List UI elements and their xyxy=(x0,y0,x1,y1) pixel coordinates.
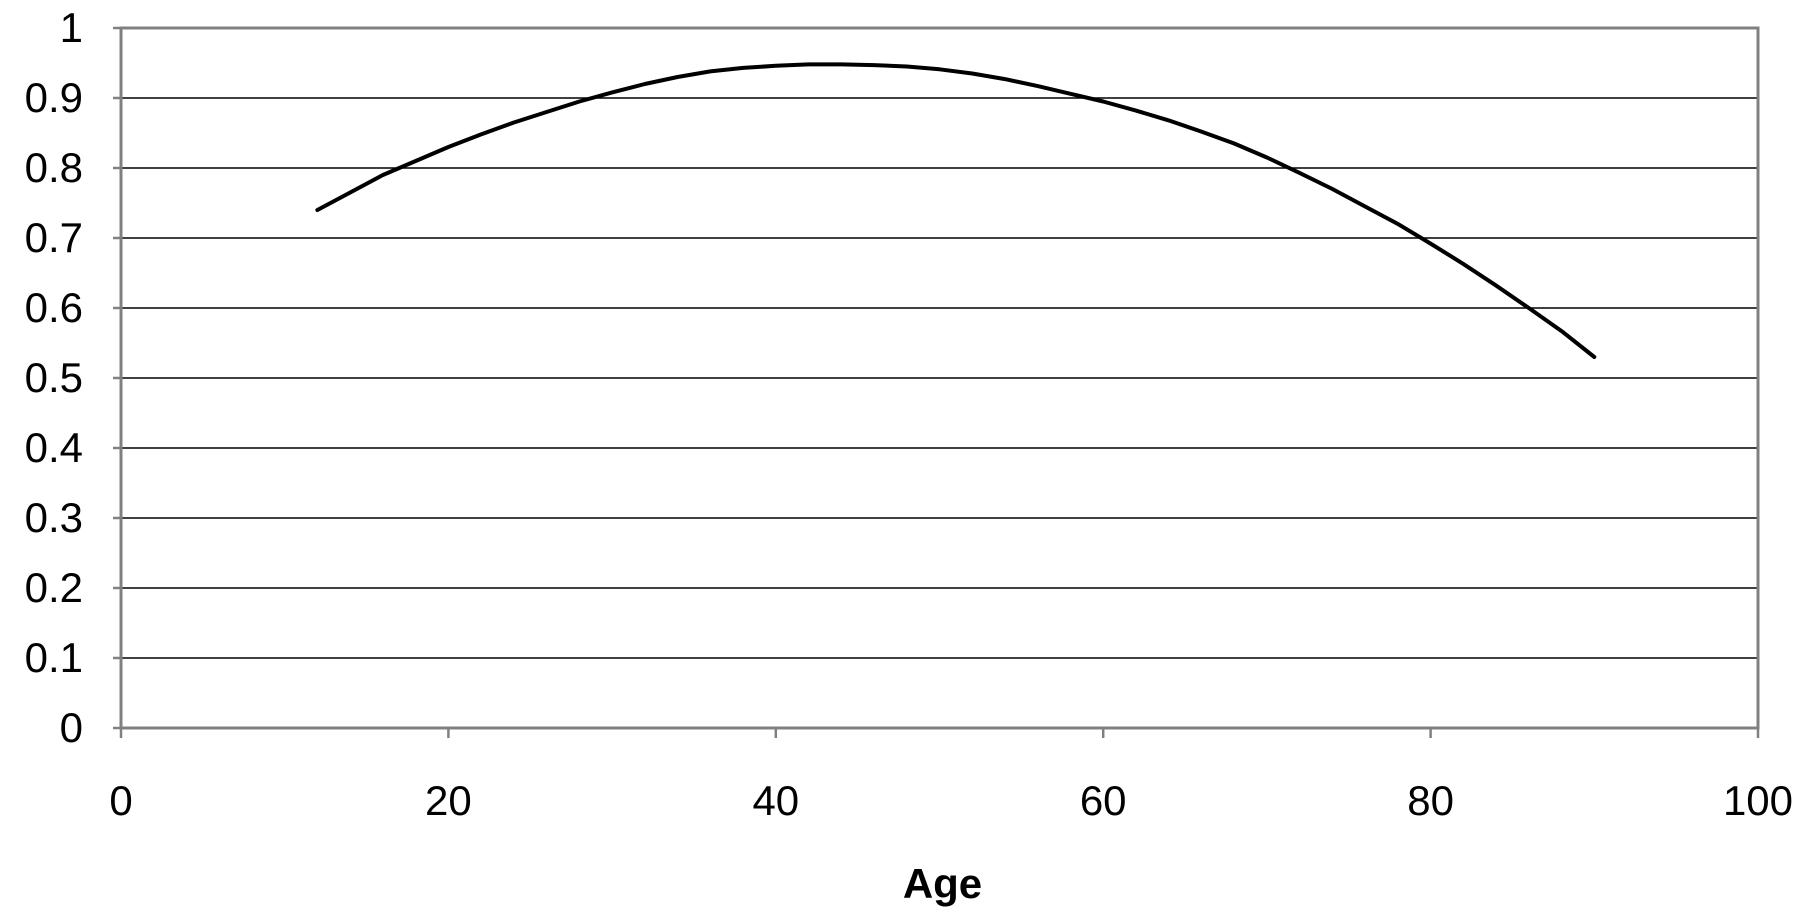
x-tick-label: 40 xyxy=(752,777,799,824)
x-tick-label: 60 xyxy=(1080,777,1127,824)
y-tick-label: 0.2 xyxy=(25,564,83,611)
y-tick-label: 1 xyxy=(60,4,83,51)
y-tick-label: 0.5 xyxy=(25,354,83,401)
y-tick-label: 0 xyxy=(60,704,83,751)
x-tick-label: 80 xyxy=(1407,777,1454,824)
tick-labels: 0 0.1 0.2 0.3 0.4 0.5 0.6 0.7 0.8 0.9 1 0 20 40 60 80 10… xyxy=(25,4,1793,824)
series xyxy=(315,62,1597,359)
series-line xyxy=(315,62,1597,359)
x-tick-label: 0 xyxy=(109,777,132,824)
gridlines xyxy=(121,97,1758,659)
y-tick-label: 0.4 xyxy=(25,424,83,471)
x-axis-title: Age xyxy=(903,860,982,907)
y-tick-label: 0.9 xyxy=(25,74,83,121)
x-tick-label: 100 xyxy=(1723,777,1793,824)
y-tick-label: 0.1 xyxy=(25,634,83,681)
axes xyxy=(113,26,1760,738)
y-tick-label: 0.3 xyxy=(25,494,83,541)
y-tick-label: 0.8 xyxy=(25,144,83,191)
y-tick-label: 0.7 xyxy=(25,214,83,261)
y-tick-label: 0.6 xyxy=(25,284,83,331)
x-tick-label: 20 xyxy=(425,777,472,824)
